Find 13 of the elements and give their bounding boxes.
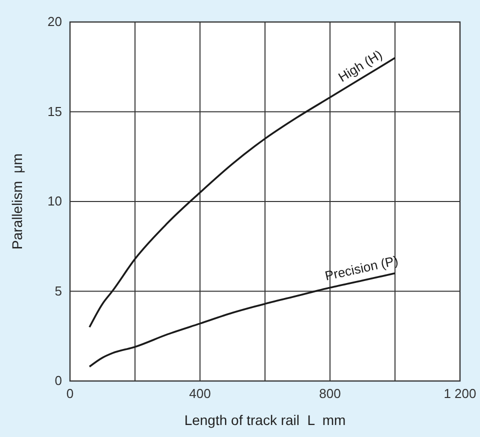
x-tick-label: 800 — [319, 386, 341, 401]
x-tick-label: 400 — [189, 386, 211, 401]
y-tick-label: 15 — [48, 104, 62, 119]
x-tick-label: 0 — [66, 386, 74, 401]
y-tick-label: 20 — [48, 14, 62, 29]
y-tick-label: 10 — [48, 194, 62, 208]
y-tick-label: 0 — [54, 373, 62, 388]
x-tick-label: 1 200 — [444, 386, 476, 401]
y-axis-title: Parallelism μm — [9, 154, 25, 250]
text: High (H) — [336, 46, 385, 85]
text: Precision (P) — [324, 252, 400, 284]
x-axis-title: Length of track rail L mm — [184, 412, 346, 428]
y-tick-label: 5 — [54, 283, 62, 298]
